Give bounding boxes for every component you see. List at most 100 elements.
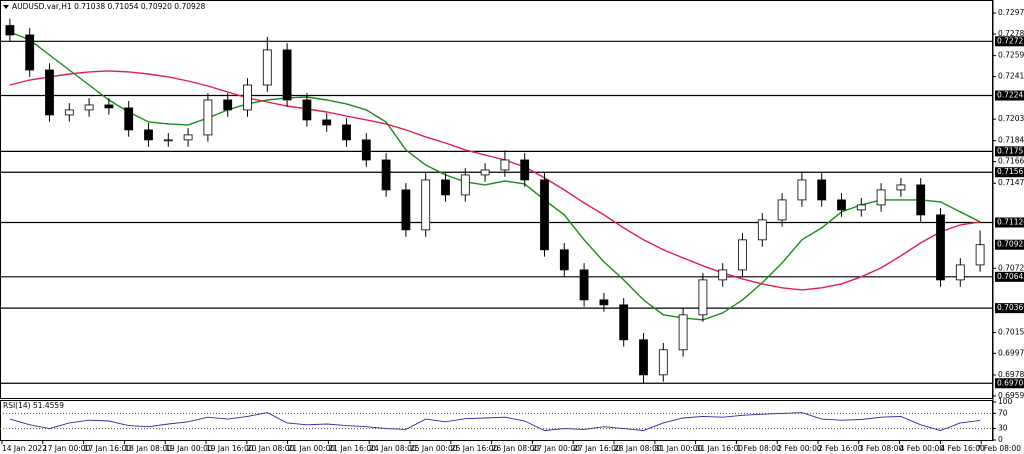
main-panel [0,0,993,399]
y-tick-label: 0.69595 [998,391,1024,400]
candle-body [936,214,945,281]
candle-body [144,129,153,141]
level-label-box [995,271,1024,282]
level-label-box [995,303,1024,314]
y-tick-label: 0.72595 [998,51,1024,60]
x-tick-label: 21 Jan 00:00 [288,444,336,453]
x-tick-label: 25 Jan 16:00 [451,444,499,453]
candle-body [84,104,94,111]
rsi-title: RSI(14) 51.4559 [3,401,64,410]
x-tick-label: 26 Jan 08:00 [492,444,540,453]
x-tick-label: 17 Jan 16:00 [84,444,132,453]
x-tick-label: 14 Jan 2022 [2,444,47,453]
level-label: 0.69707 [997,378,1024,387]
x-tick-label: 18 Jan 08:00 [124,444,172,453]
candle-body [282,49,292,101]
level-label-box [995,36,1024,47]
candle-body [441,179,450,196]
x-tick-label: 21 Jan 16:00 [328,444,376,453]
level-label-box [995,167,1024,178]
moving-average [9,70,981,291]
candle-body [540,179,549,251]
candle-body [639,339,648,376]
x-tick-label: 24 Jan 08:00 [369,444,417,453]
candle-body [223,99,233,111]
candle-body [342,124,351,141]
candle-body [480,169,490,176]
level-label: 0.71751 [997,146,1024,155]
x-tick-label: 2 Feb 16:00 [818,444,863,453]
candle-body [579,269,589,301]
candle-body [757,219,767,241]
candle-body [421,179,431,231]
level-label: 0.71567 [997,167,1024,176]
chart-title: AUDUSD.var,H1 0.71038 0.71054 0.70920 0.… [12,2,206,11]
x-tick-label: 19 Jan 16:00 [206,444,254,453]
candle-body [955,264,965,281]
candle-body [124,107,134,131]
candle-body [500,159,510,171]
candle-body [460,174,470,196]
x-tick-label: 28 Jan 08:00 [614,444,662,453]
candle-body [520,159,530,181]
candle-body [64,109,74,116]
candle-body [916,184,926,216]
candle-body [25,34,35,71]
level-label: 0.72243 [997,91,1024,100]
candle-body [243,84,252,111]
x-tick-label: 31 Jan 16:00 [696,444,744,453]
candle-body [619,304,629,341]
x-tick-label: 27 Jan 00:00 [532,444,580,453]
level-label-box [995,378,1024,389]
candle-body [203,99,213,136]
x-tick-label: 4 Feb 00:00 [900,444,945,453]
x-tick-label: 31 Jan 00:00 [655,444,703,453]
candle-body [698,279,708,316]
last-price-box [995,239,1024,250]
x-tick-label: 19 Jan 00:00 [165,444,213,453]
candle-body [896,184,906,191]
rsi-tick-label: 0 [998,435,1003,444]
y-tick-label: 0.72035 [998,114,1024,123]
x-tick-label: 7 Feb 08:00 [977,444,1022,453]
candle-body [599,299,609,306]
menu-arrow [3,5,9,9]
rsi-line [9,412,981,431]
level-label: 0.71124 [997,217,1024,226]
level-label-box [995,146,1024,157]
x-tick-label: 4 Feb 16:00 [940,444,985,453]
candle-body [322,119,332,126]
candle-body [856,204,866,211]
x-tick-label: 3 Feb 08:00 [859,444,904,453]
y-tick-label: 0.70155 [998,327,1024,336]
candle-body [361,139,371,161]
candle-body [678,314,688,351]
level-label-box [995,90,1024,101]
rsi-tick-label: 30 [998,424,1008,433]
candle-body [975,244,985,266]
level-label-box [995,217,1024,228]
rsi-tick-label: 70 [998,408,1008,417]
candle-body [381,159,391,191]
level-label: 0.70645 [997,272,1024,281]
candle-body [817,179,827,201]
candle-body [104,104,114,109]
y-tick-label: 0.72785 [998,29,1024,38]
candle-body [302,99,312,121]
x-tick-label: 27 Jan 16:00 [573,444,621,453]
moving-average [9,31,981,321]
candle-body [5,25,15,36]
level-label: 0.70369 [997,303,1024,312]
candle-body [738,239,747,271]
x-tick-label: 17 Jan 00:00 [43,444,91,453]
candle-body [401,189,411,231]
candle-body [777,199,787,221]
candle-body [163,139,173,142]
